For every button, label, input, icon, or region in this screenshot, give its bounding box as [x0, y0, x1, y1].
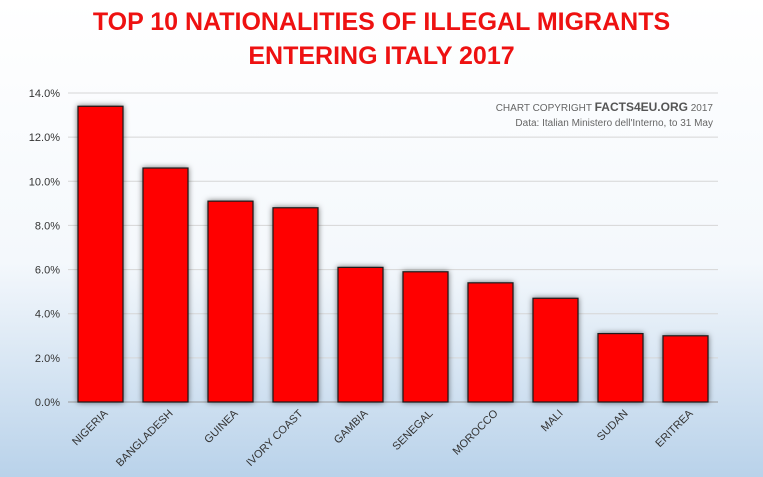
- chart-title-line-2: ENTERING ITALY 2017: [248, 42, 515, 70]
- x-tick-label: MALI: [539, 408, 566, 435]
- y-tick-label: 12.0%: [29, 132, 60, 144]
- bar: [142, 167, 189, 403]
- bar: [272, 207, 319, 403]
- y-tick-label: 10.0%: [29, 176, 60, 188]
- x-tick-label: GUINEA: [202, 407, 241, 446]
- bar: [662, 335, 709, 403]
- x-tick-label: IVORY COAST: [244, 407, 306, 469]
- bar: [402, 271, 449, 403]
- x-tick-label: NIGERIA: [70, 407, 111, 448]
- bar: [467, 282, 514, 403]
- bar: [337, 266, 384, 403]
- data-source: Data: Italian Ministero dell'Interno, to…: [515, 118, 713, 129]
- copyright-brand: FACTS4EU.ORG: [594, 100, 688, 114]
- bar: [77, 105, 124, 403]
- x-tick-label: SENEGAL: [390, 408, 435, 453]
- y-tick-label: 2.0%: [35, 353, 60, 365]
- y-tick-label: 14.0%: [29, 88, 60, 100]
- y-tick-label: 8.0%: [35, 220, 60, 232]
- x-tick-label: GAMBIA: [332, 407, 371, 446]
- chart-title-line-1: TOP 10 NATIONALITIES OF ILLEGAL MIGRANTS: [92, 8, 671, 36]
- bar: [207, 200, 254, 403]
- copyright-line: CHART COPYRIGHT FACTS4EU.ORG 2017: [496, 100, 713, 116]
- copyright-suffix: 2017: [687, 103, 713, 114]
- y-tick-label: 0.0%: [35, 397, 60, 409]
- x-tick-label: ERITREA: [653, 407, 696, 450]
- y-tick-label: 6.0%: [35, 265, 60, 277]
- x-tick-label: MOROCCO: [451, 407, 501, 457]
- bar: [532, 297, 579, 403]
- x-tick-label: SUDAN: [595, 408, 631, 444]
- x-tick-label: BANGLADESH: [114, 408, 176, 470]
- bar: [597, 332, 644, 403]
- y-tick-label: 4.0%: [35, 309, 60, 321]
- copyright-block: CHART COPYRIGHT FACTS4EU.ORG 2017 Data: …: [496, 100, 713, 131]
- copyright-prefix: CHART COPYRIGHT: [495, 103, 595, 114]
